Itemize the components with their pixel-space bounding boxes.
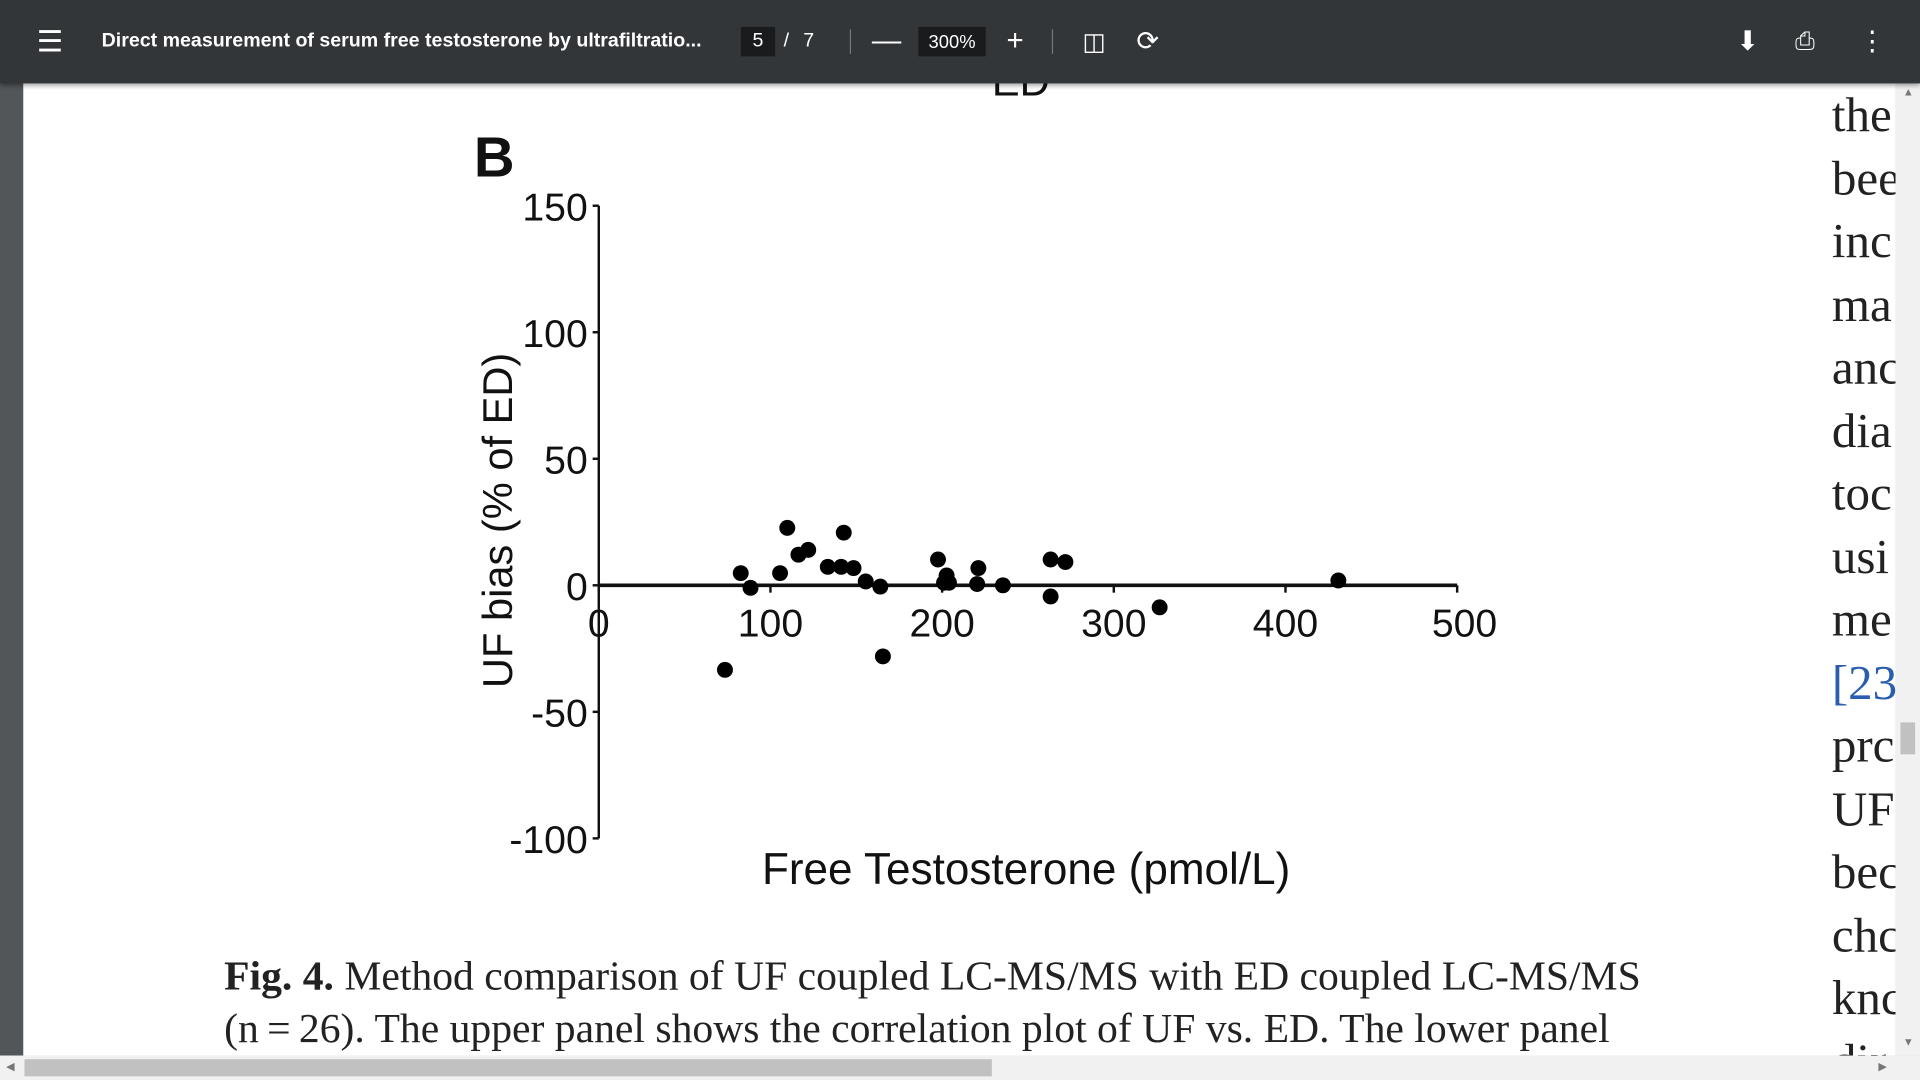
right-column-line: usi [1831,528,1890,584]
y-tick-label: -100 [509,819,587,862]
scroll-right-icon[interactable]: ▶ [1878,1060,1887,1073]
x-tick-label: 200 [909,603,974,646]
right-column-line: prc [1831,717,1895,773]
x-tick-label: 500 [1432,603,1497,646]
horizontal-scroll-thumb[interactable] [24,1059,992,1077]
data-point [857,573,874,590]
y-tick-label: -50 [531,693,588,736]
pdf-page: ED B UF bias (% of ED) Free Testosterone… [23,83,1896,1056]
more-vert-icon[interactable]: ⋮ [1858,25,1886,57]
y-tick-label: 150 [522,186,587,229]
scroll-left-icon[interactable]: ◀ [6,1060,15,1073]
page-separator: / [783,30,790,52]
right-column-line: ma [1831,276,1892,332]
right-column-line: the [1831,86,1892,143]
hamburger-icon[interactable]: ☰ [36,25,64,59]
caption-line-1: Fig. 4. Method comparison of UF coupled … [224,950,1733,1003]
data-point [994,577,1011,594]
zoom-out-button[interactable]: — [871,24,902,58]
print-icon[interactable]: ⎙ [1795,27,1815,55]
caption-prefix: Fig. 4. [224,953,334,1000]
figure-caption: Fig. 4. Method comparison of UF coupled … [224,950,1733,1055]
right-column-line: toc [1831,465,1892,521]
zoom-level-input[interactable]: 300% [918,26,986,57]
right-column-line: UF [1831,780,1895,836]
zoom-in-button[interactable]: + [1006,24,1024,58]
data-point [930,551,946,568]
y-tick-label: 50 [544,439,588,482]
total-pages: 7 [803,30,815,52]
data-point [1057,554,1074,570]
x-tick-label: 400 [1253,603,1318,646]
caption-line-2: (n = 26). The upper panel shows the corr… [224,1006,1610,1052]
data-point [845,560,862,577]
rotate-icon[interactable]: ⟳ [1136,25,1159,57]
data-point [1151,599,1168,616]
horizontal-scrollbar[interactable]: ◀ ▶ [0,1055,1920,1080]
right-column-line: dir [1832,1029,1896,1056]
data-point [835,524,852,541]
data-point [819,558,836,575]
data-point [800,541,817,558]
divider [1051,29,1054,54]
data-point [732,565,749,582]
right-column-line: bee [1831,150,1896,206]
panel-label: B [474,125,515,188]
caption-text: Method comparison of UF coupled LC-MS/MS… [333,953,1641,1000]
data-point [717,661,733,678]
data-point [872,578,889,595]
right-column-line: anc [1831,339,1896,395]
data-point [1330,572,1347,589]
data-point [772,565,789,582]
data-point [941,574,957,591]
download-icon[interactable]: ⬇ [1736,25,1759,57]
right-column-line: me [1831,591,1892,647]
data-point [970,560,987,577]
top-cut-label: ED [992,83,1050,104]
data-point [969,576,986,593]
x-tick-label: 300 [1081,603,1146,646]
vertical-scrollbar[interactable]: ▲ ▼ [1895,83,1920,1056]
fit-page-icon[interactable]: ◫ [1082,28,1106,56]
vertical-scroll-thumb[interactable] [1900,722,1916,755]
divider [849,29,852,54]
right-column-line: knc [1831,969,1896,1025]
y-axis-label: UF bias (% of ED) [474,353,521,688]
y-tick-label: 0 [566,566,588,609]
right-column-line: dia [1831,402,1892,458]
data-point [1042,551,1059,568]
x-tick-label: 0 [588,603,610,646]
toolbar: ☰ Direct measurement of serum free testo… [0,0,1920,84]
right-column-line[interactable]: [23 [1831,654,1896,710]
scroll-down-icon[interactable]: ▼ [1902,1035,1914,1049]
data-point [742,579,759,596]
right-column-line: inc [1831,213,1892,269]
scroll-up-icon[interactable]: ▲ [1902,85,1914,98]
scatter-chart: ED B UF bias (% of ED) Free Testosterone… [474,83,1497,894]
document-title: Direct measurement of serum free testost… [101,30,702,52]
page-number-input[interactable]: 5 [740,26,776,57]
x-axis-label: Free Testosterone (pmol/L) [762,845,1290,894]
right-column-line: chc [1831,906,1896,962]
y-tick-label: 100 [522,313,587,356]
right-column-text: the bee inc ma anc dia toc usi me [23 prc UF bec chc k… [1831,83,1896,1056]
data-point [1042,588,1059,605]
data-point [833,558,850,575]
data-point [874,648,891,665]
data-point [779,519,796,536]
right-column-line: bec [1831,843,1896,899]
x-tick-label: 100 [738,603,803,646]
